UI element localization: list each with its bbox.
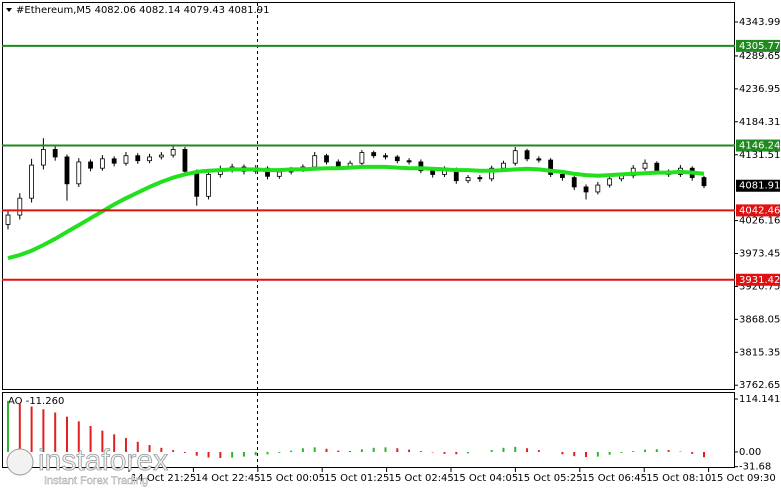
- level-label-box: [736, 204, 780, 217]
- y-tick-label: 3815.35: [739, 347, 780, 358]
- level-label-box: [736, 39, 780, 52]
- time-label: 14 Oct 22:45: [195, 473, 260, 484]
- candle-body: [276, 171, 282, 177]
- candle-body: [406, 160, 412, 163]
- chart-title: #Ethereum,M5 4082.06 4082.14 4079.43 408…: [16, 5, 270, 16]
- candle-body: [371, 152, 377, 157]
- candle-body: [394, 156, 400, 162]
- y-tick-label: 3973.45: [739, 249, 780, 260]
- y-tick-label: 4026.16: [739, 216, 780, 227]
- candle-body: [642, 162, 648, 169]
- candle-body: [29, 164, 34, 199]
- candle-body: [560, 174, 565, 178]
- time-label: 15 Oct 05:25: [517, 473, 582, 484]
- y-tick-label: 114.141: [739, 394, 780, 405]
- time-label: 15 Oct 01:25: [324, 473, 389, 484]
- time-label: 15 Oct 02:45: [389, 473, 454, 484]
- ao-title: AO -11.260: [8, 396, 64, 407]
- candle-body: [595, 184, 601, 193]
- candle-body: [654, 162, 660, 172]
- logo-tagline: Instant Forex Trading: [44, 475, 148, 487]
- main-panel: [2, 2, 735, 390]
- level-label-box: [736, 139, 780, 152]
- time-label: 15 Oct 06:45: [582, 473, 647, 484]
- candle-body: [158, 154, 164, 158]
- candle-body: [170, 149, 176, 156]
- candle-body: [524, 150, 530, 160]
- candle-body: [123, 155, 129, 164]
- time-label: 15 Oct 09:30: [711, 473, 776, 484]
- candle-body: [76, 161, 82, 185]
- y-tick-label: 4289.65: [739, 51, 780, 62]
- time-label: 15 Oct 00:05: [260, 473, 325, 484]
- moving-average: [7, 164, 705, 261]
- candle-body: [206, 174, 211, 197]
- logo-icon: [6, 448, 34, 476]
- time-label: 15 Oct 08:10: [646, 473, 711, 484]
- time-label: 15 Oct 04:05: [453, 473, 518, 484]
- candle-body: [465, 177, 471, 182]
- candle-body: [312, 155, 318, 168]
- candle-body: [5, 214, 11, 225]
- candle-body: [383, 155, 388, 158]
- y-tick-label: 4184.31: [739, 117, 780, 128]
- level-label: 4042.46: [739, 205, 780, 216]
- candle-body: [182, 149, 188, 172]
- candle-body: [583, 186, 589, 193]
- y-tick-label: 3762.65: [739, 380, 780, 391]
- candle-body: [501, 162, 506, 169]
- level-label: 3931.42: [739, 275, 780, 286]
- last-price-label: 4081.91: [739, 181, 780, 192]
- candle-body: [40, 149, 46, 166]
- candle-body: [52, 149, 58, 158]
- candle-body: [359, 152, 365, 164]
- candle-body: [88, 161, 93, 169]
- candle-body: [194, 170, 200, 197]
- candle-body: [147, 156, 152, 162]
- candle-body: [324, 155, 329, 163]
- candle-body: [607, 178, 613, 186]
- candle-body: [512, 150, 518, 164]
- y-tick-label: 4343.99: [739, 17, 780, 28]
- time-label: 14 Oct 21:25: [131, 473, 196, 484]
- candle-body: [135, 155, 141, 162]
- ao-panel: [2, 392, 735, 468]
- menu-arrow: [6, 8, 12, 12]
- candle-body: [477, 177, 483, 180]
- candle-body: [430, 170, 436, 175]
- logo: instaforex Instant Forex Trading: [6, 444, 168, 487]
- candle-body: [571, 177, 577, 188]
- y-tick-label: 4236.95: [739, 84, 780, 95]
- level-label: 4305.77: [739, 41, 780, 52]
- candle-body: [548, 159, 554, 175]
- candle-body: [536, 158, 542, 161]
- candle-body: [17, 197, 23, 216]
- candle-body: [111, 158, 117, 164]
- logo-name: instaforex: [38, 444, 168, 477]
- candle-body: [489, 167, 495, 180]
- last-price-box: [736, 179, 780, 192]
- y-tick-label: 4131.51: [739, 150, 780, 161]
- level-label-box: [736, 273, 780, 286]
- y-tick-label: -31.68: [739, 462, 771, 473]
- candle-body: [64, 156, 70, 185]
- y-tick-label: 3920.75: [739, 281, 780, 292]
- level-label: 4146.24: [739, 141, 780, 152]
- y-tick-label: 3868.05: [739, 314, 780, 325]
- y-tick-label: 0.00: [739, 447, 761, 458]
- candle-body: [99, 158, 105, 169]
- candle-body: [701, 177, 707, 187]
